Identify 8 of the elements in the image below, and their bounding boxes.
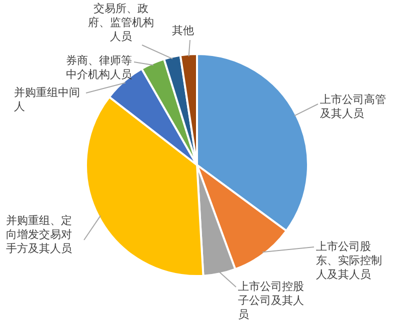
slice-label: 上市公司控股子公司及其人员 bbox=[238, 280, 305, 320]
slice-label: 交易所、政府、监管机构人员 bbox=[87, 2, 155, 44]
slice-label: 并购重组、定向增发交易对手方及其人员 bbox=[6, 214, 73, 256]
slice-label: 并购重组中间人 bbox=[14, 86, 81, 114]
slice-label: 其他 bbox=[172, 24, 195, 38]
slice-label: 上市公司股东、实际控制人及其人员 bbox=[316, 240, 383, 282]
slice-label: 上市公司高管及其人员 bbox=[320, 93, 387, 121]
slice-label: 券商、律师等中介机构人员 bbox=[65, 54, 132, 82]
